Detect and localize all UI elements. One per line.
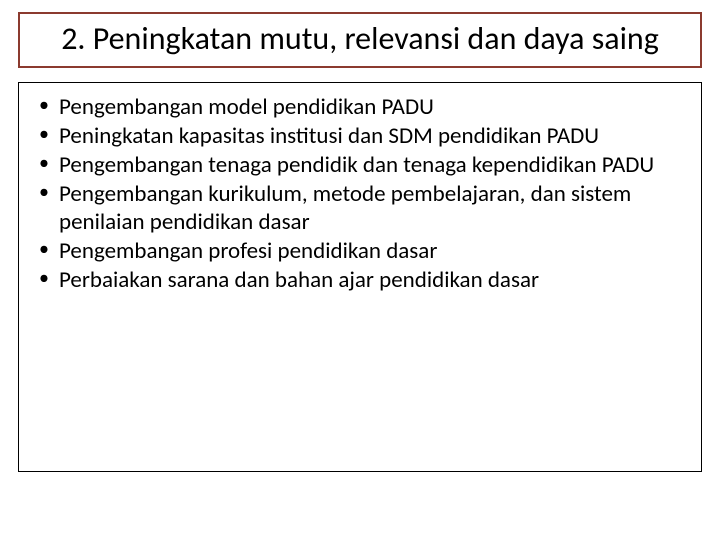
list-item: Pengembangan tenaga pendidik dan tenaga …: [35, 151, 685, 179]
title-box: 2. Peningkatan mutu, relevansi dan daya …: [18, 12, 702, 68]
slide-title: 2. Peningkatan mutu, relevansi dan daya …: [32, 20, 688, 58]
bullet-list: Pengembangan model pendidikan PADU Penin…: [35, 93, 685, 294]
list-item: Pengembangan model pendidikan PADU: [35, 93, 685, 121]
list-item: Pengembangan kurikulum, metode pembelaja…: [35, 180, 685, 236]
list-item: Pengembangan profesi pendidikan dasar: [35, 237, 685, 265]
list-item: Peningkatan kapasitas institusi dan SDM …: [35, 122, 685, 150]
list-item: Perbaiakan sarana dan bahan ajar pendidi…: [35, 266, 685, 294]
content-box: Pengembangan model pendidikan PADU Penin…: [18, 82, 702, 472]
